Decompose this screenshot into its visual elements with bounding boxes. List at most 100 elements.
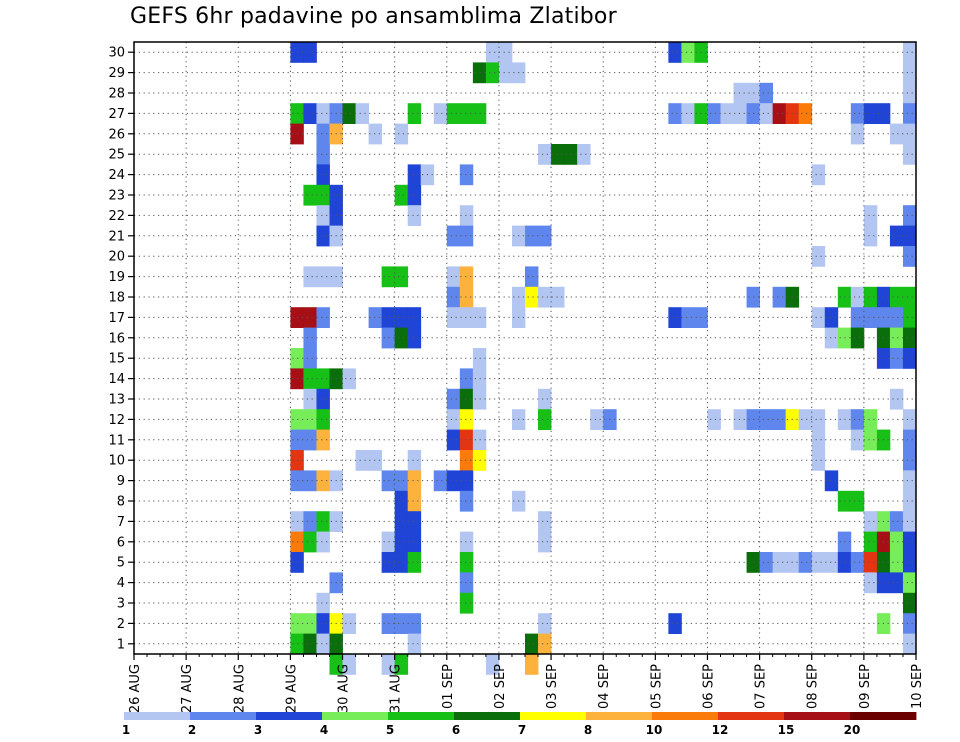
heatmap-cell	[850, 409, 865, 430]
heatmap-cell	[850, 103, 865, 124]
heatmap-cell	[459, 103, 474, 124]
heatmap-cell	[902, 511, 917, 532]
colorbar-label: 6	[452, 723, 460, 737]
heatmap-cell	[824, 552, 839, 573]
heatmap-cell	[342, 103, 356, 124]
heatmap-cell	[459, 450, 474, 471]
heatmap-cell	[459, 286, 474, 308]
x-tick-label: 05 SEP	[649, 664, 664, 709]
heatmap-cell	[889, 225, 904, 247]
y-tick-label: 1	[117, 637, 125, 652]
heatmap-cell	[394, 266, 409, 288]
x-tick-label: 31 AUG	[389, 664, 404, 713]
heatmap-cell	[681, 103, 695, 124]
heatmap-cell	[290, 307, 304, 328]
y-tick-label: 15	[108, 352, 125, 367]
heatmap-cell	[733, 103, 747, 124]
heatmap-cell	[902, 450, 917, 471]
heatmap-cell	[290, 409, 304, 430]
y-tick-label: 21	[108, 229, 125, 244]
heatmap-cell	[381, 327, 396, 349]
colorbar-swatch	[454, 712, 521, 720]
heatmap-cell	[290, 470, 304, 492]
x-tick-label: 30 AUG	[337, 664, 352, 713]
heatmap-cell	[538, 144, 552, 165]
heatmap-cell	[290, 613, 304, 634]
heatmap-cell	[407, 103, 422, 124]
heatmap-cell	[824, 307, 839, 328]
y-tick-label: 11	[108, 433, 125, 448]
heatmap-cell	[316, 164, 330, 186]
heatmap-cell	[850, 552, 865, 573]
heatmap-cell	[394, 123, 409, 145]
colorbar-label: 8	[584, 723, 592, 737]
heatmap-cell	[303, 184, 317, 206]
heatmap-cell	[720, 103, 734, 124]
heatmap-cell	[290, 348, 304, 369]
heatmap-cell	[303, 470, 317, 492]
heatmap-cell	[303, 429, 317, 451]
colorbar-swatch	[388, 712, 455, 720]
heatmap-cell	[590, 409, 604, 430]
heatmap-cell	[485, 654, 500, 675]
heatmap-cell	[889, 123, 904, 145]
heatmap-cell	[316, 225, 330, 247]
heatmap-cell	[316, 470, 330, 492]
heatmap-cell	[811, 307, 826, 328]
colorbar-swatch	[784, 712, 851, 720]
y-tick-label: 2	[117, 617, 125, 632]
heatmap-cell	[446, 266, 461, 288]
y-tick-label: 8	[117, 495, 125, 510]
heatmap-cell	[368, 123, 383, 145]
heatmap-cell	[394, 552, 409, 573]
heatmap-cell	[798, 103, 813, 124]
colorbar-label: 2	[188, 723, 196, 737]
heatmap-cell	[303, 511, 317, 532]
heatmap-cell	[902, 633, 917, 655]
heatmap-cell	[498, 42, 513, 63]
heatmap-cell	[407, 613, 422, 634]
y-tick-label: 7	[117, 515, 125, 530]
heatmap-cell	[394, 613, 409, 634]
heatmap-cell	[772, 286, 787, 308]
heatmap-cell	[538, 286, 552, 308]
y-tick-label: 5	[117, 556, 125, 571]
heatmap-cell	[863, 205, 878, 226]
heatmap-cell	[863, 103, 878, 124]
heatmap-cell	[290, 531, 304, 553]
heatmap-cell	[863, 307, 878, 328]
x-tick-label: 26 AUG	[128, 664, 143, 713]
heatmap-cell	[850, 123, 865, 145]
heatmap-cell	[407, 205, 422, 226]
heatmap-cell	[525, 654, 539, 675]
heatmap-cell	[902, 307, 917, 328]
heatmap-cell	[681, 42, 695, 63]
heatmap-cell	[472, 429, 487, 451]
y-tick-label: 19	[108, 270, 125, 285]
heatmap-cell	[303, 42, 317, 63]
heatmap-cell	[459, 409, 474, 430]
heatmap-cell	[459, 490, 474, 512]
heatmap-cell	[446, 225, 461, 247]
heatmap-cell	[889, 307, 904, 328]
heatmap-cell	[902, 429, 917, 451]
y-tick-label: 26	[108, 127, 125, 142]
heatmap-cell	[889, 348, 904, 369]
heatmap-cell	[459, 552, 474, 573]
heatmap-cell	[303, 633, 317, 655]
heatmap-cell	[538, 225, 552, 247]
heatmap-cell	[902, 327, 917, 349]
heatmap-cell	[316, 531, 330, 553]
heatmap-cell	[316, 409, 330, 430]
y-tick-label: 25	[108, 148, 125, 163]
heatmap-cell	[446, 307, 461, 328]
heatmap-cell	[342, 654, 356, 675]
heatmap-cell	[681, 307, 695, 328]
y-tick-label: 18	[108, 291, 125, 306]
heatmap-cell	[902, 144, 917, 165]
heatmap-cell	[316, 388, 330, 410]
heatmap-cell	[472, 307, 487, 328]
heatmap-cell	[863, 511, 878, 532]
heatmap-cell	[902, 42, 917, 63]
heatmap-cell	[850, 429, 865, 451]
